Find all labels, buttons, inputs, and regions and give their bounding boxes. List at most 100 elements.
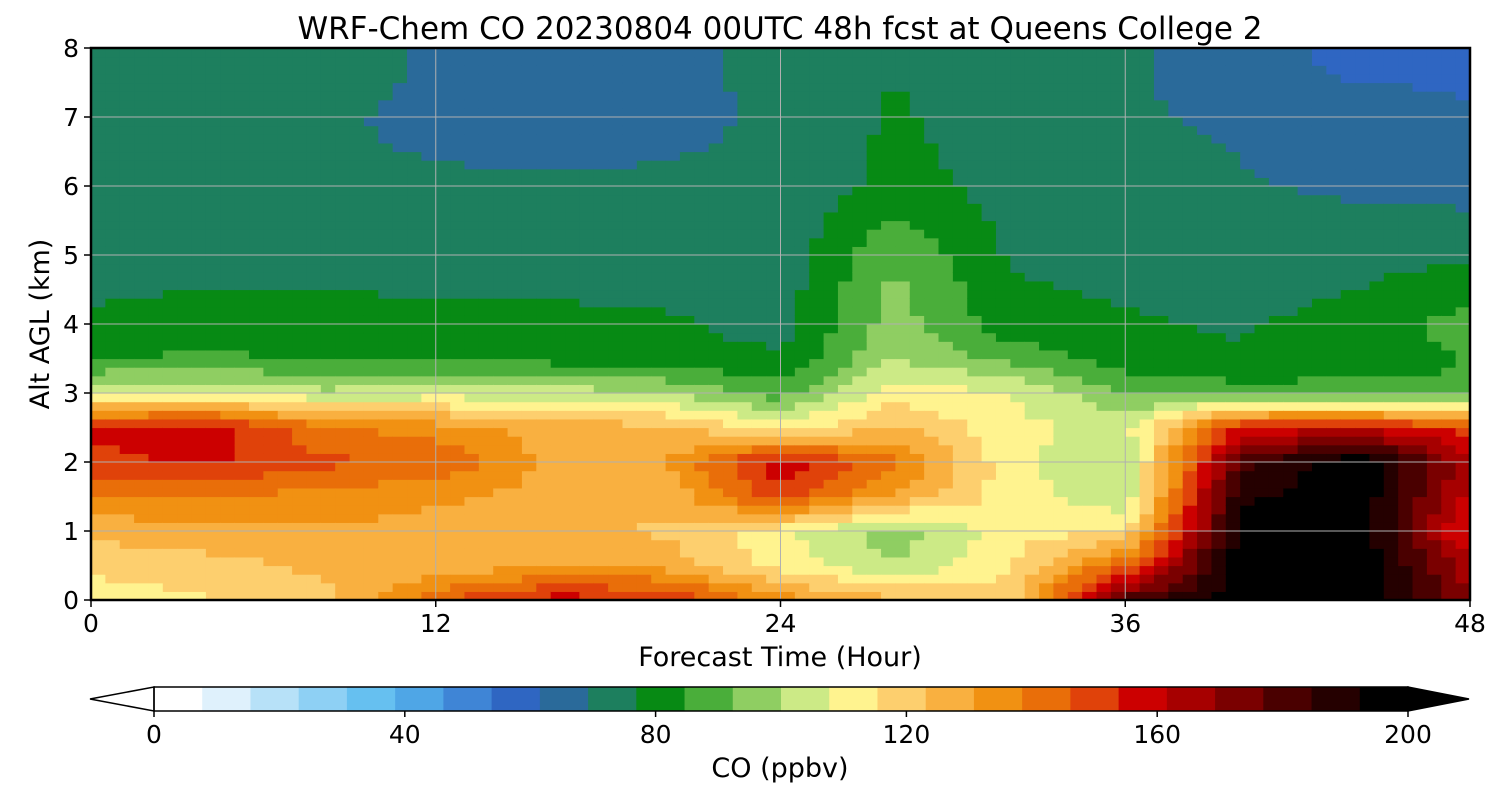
heatmap-cell [723,375,738,385]
heatmap-cell [809,203,825,213]
heatmap-cell [392,410,408,420]
heatmap-cell [277,289,293,299]
heatmap-cell [450,255,466,265]
heatmap-cell [608,556,624,567]
heatmap-cell [909,142,925,153]
heatmap-cell [608,453,624,463]
heatmap-cell [924,246,940,256]
heatmap-cell [593,548,609,558]
heatmap-cell [579,341,595,351]
heatmap-cell [306,151,322,161]
heatmap-cell [823,220,839,230]
heatmap-cell [1168,418,1184,429]
heatmap-cell [608,384,624,394]
heatmap-cell [148,125,164,135]
heatmap-cell [1110,108,1126,118]
heatmap-cell [608,522,624,532]
heatmap-cell [162,272,178,282]
heatmap-cell [349,574,365,584]
heatmap-cell [909,48,925,58]
heatmap-cell [1096,99,1112,109]
heatmap-cell [837,548,853,558]
heatmap-cell [521,125,537,135]
heatmap-cell [435,487,451,498]
heatmap-cell [823,65,839,75]
heatmap-cell [1153,255,1169,265]
heatmap-cell [435,177,451,187]
heatmap-cell [177,125,193,135]
heatmap-cell [1067,82,1083,92]
heatmap-cell [938,591,954,600]
heatmap-cell [464,556,480,567]
heatmap-cell [91,125,106,135]
heatmap-cell [191,280,207,291]
heatmap-cell [737,108,753,118]
heatmap-cell [349,444,365,454]
heatmap-cell [205,436,221,446]
heatmap-cell [823,375,839,385]
heatmap-cell [536,531,552,541]
heatmap-cell [1067,332,1083,342]
heatmap-cell [723,203,738,213]
heatmap-cell [679,436,695,446]
heatmap-cell [91,531,106,541]
heatmap-cell [622,229,638,239]
heatmap-cell [478,436,494,446]
heatmap-cell [493,358,509,368]
heatmap-cell [134,332,150,342]
heatmap-cell [1067,513,1083,523]
heatmap-cell [636,125,652,135]
heatmap-cell [407,142,422,153]
heatmap-cell [967,349,983,360]
heatmap-cell [392,444,408,454]
heatmap-cell [277,134,293,144]
heatmap-cell [1182,591,1198,600]
heatmap-cell [349,280,365,291]
heatmap-cell [651,324,667,334]
heatmap-cell [521,324,537,334]
heatmap-cell [679,220,695,230]
heatmap-cell [766,393,782,403]
heatmap-cell [191,341,207,351]
heatmap-cell [378,384,394,394]
heatmap-cell [263,289,279,299]
heatmap-cell [220,479,236,489]
heatmap-cell [1024,220,1040,230]
heatmap-cell [1197,186,1213,196]
heatmap-cell [234,220,250,230]
heatmap-cell [234,65,250,75]
heatmap-cell [981,142,997,153]
heatmap-cell [1139,548,1155,558]
heatmap-cell [766,358,782,368]
heatmap-cell [852,117,868,127]
heatmap-cell [277,556,293,567]
heatmap-cell [292,582,308,592]
heatmap-cell [881,48,897,58]
heatmap-cell [349,539,365,549]
heatmap-cell [579,56,595,66]
heatmap-cell [320,186,336,196]
heatmap-cell [1139,134,1155,144]
heatmap-cell [1139,410,1155,420]
heatmap-cell [622,410,638,420]
heatmap-cell [967,211,983,222]
heatmap-cell [320,531,336,541]
heatmap-cell [1168,496,1184,506]
heatmap-cell [1110,401,1126,411]
heatmap-cell [881,410,897,420]
heatmap-cell [464,496,480,506]
heatmap-cell [909,367,925,377]
heatmap-cell [1139,82,1155,92]
heatmap-cell [780,56,796,66]
heatmap-cell [1182,470,1198,480]
heatmap-cell [450,574,466,584]
heatmap-cell [823,505,839,515]
heatmap-cell [292,168,308,178]
heatmap-cell [119,418,135,429]
heatmap-cell [622,246,638,256]
heatmap-cell [1153,531,1169,541]
heatmap-cell [751,548,767,558]
heatmap-cell [148,565,164,575]
heatmap-cell [766,367,782,377]
heatmap-cell [622,548,638,558]
